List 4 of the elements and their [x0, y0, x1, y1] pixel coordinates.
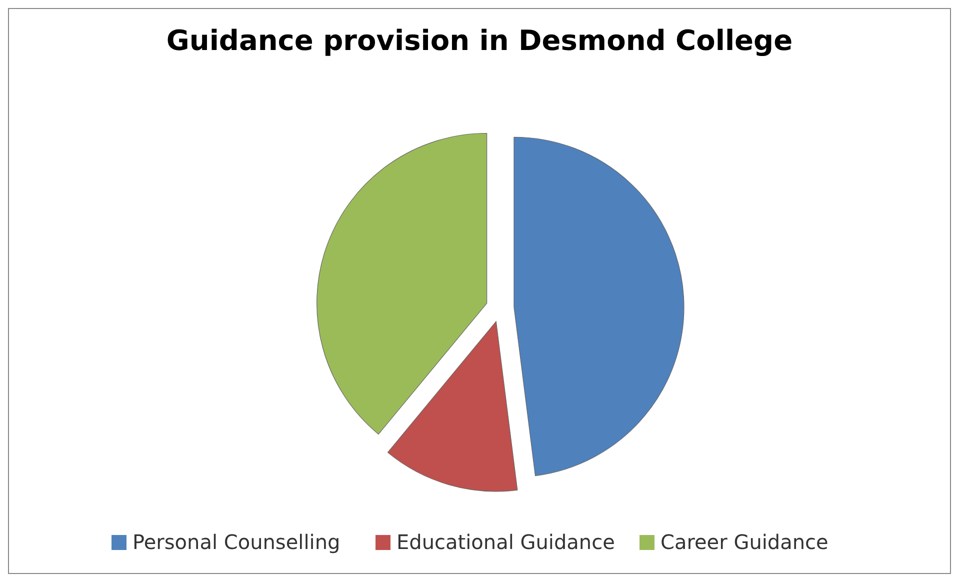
- legend-label: Personal Counselling: [132, 530, 340, 554]
- legend-label: Career Guidance: [660, 530, 828, 554]
- chart-title: Guidance provision in Desmond College: [166, 24, 793, 57]
- legend-label: Educational Guidance: [396, 530, 615, 554]
